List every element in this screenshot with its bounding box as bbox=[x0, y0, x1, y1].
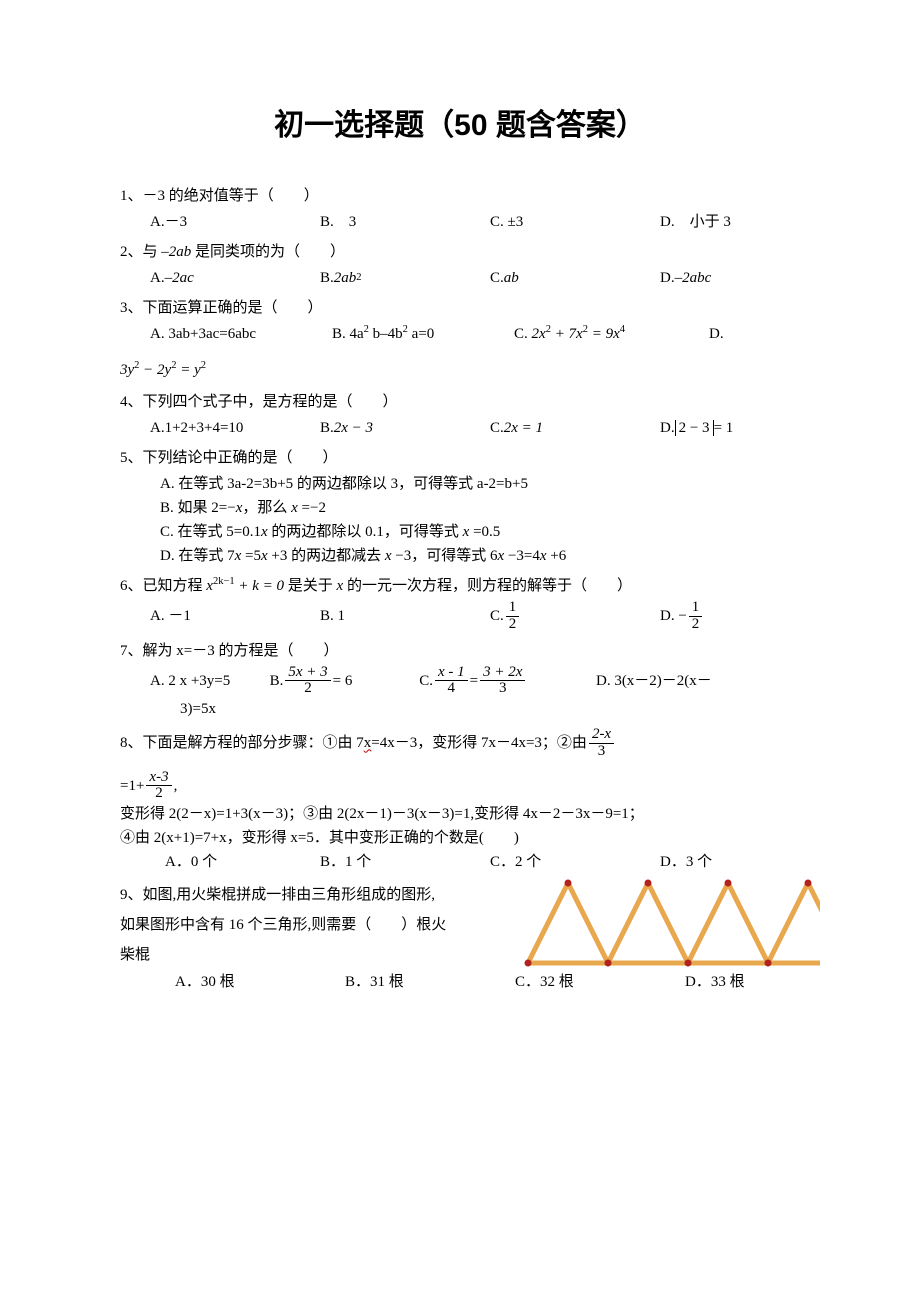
q8-line3: 变形得 2(2－x)=1+3(x－3)；③由 2(2x－1)－3(x－3)=1,… bbox=[120, 802, 800, 826]
q9-line1: 9、如图,用火柴棍拼成一排由三角形组成的图形, bbox=[120, 880, 494, 910]
q2-stem-c: ） bbox=[330, 244, 345, 260]
q7-stem: 7、解为 x=－3 的方程是（ ） bbox=[120, 639, 800, 663]
question-5: 5、下列结论中正确的是（ ） A. 在等式 3a-2=3b+5 的两边都除以 3… bbox=[120, 446, 800, 568]
q8-opt-a: A．0 个 bbox=[120, 850, 290, 874]
q4-opt-b: B. 2x − 3 bbox=[290, 416, 460, 440]
q4-opt-c: C. 2x = 1 bbox=[460, 416, 630, 440]
q3-opt-d: D. bbox=[709, 322, 800, 346]
q6-stem-a: 6、已知方程 bbox=[120, 578, 206, 594]
page-title: 初一选择题（50 题含答案） bbox=[120, 100, 800, 144]
question-1: 1、－3 的绝对值等于（ ） A.－3 B. 3 C. ±3 D. 小于 3 bbox=[120, 184, 800, 234]
q4-opt-d: D. 2 − 3 = 1 bbox=[630, 416, 800, 440]
q4-stem: 4、下列四个式子中，是方程的是（ ） bbox=[120, 390, 800, 414]
q2-opt-c: C. ab bbox=[460, 266, 630, 290]
q5-opt-a: A. 在等式 3a-2=3b+5 的两边都除以 3，可得等式 a-2=b+5 bbox=[120, 472, 800, 496]
q8-opt-b: B．1 个 bbox=[290, 850, 460, 874]
q9-line3: 柴棍 bbox=[120, 940, 494, 970]
q8-wavy: x bbox=[364, 731, 372, 755]
question-9: 9、如图,用火柴棍拼成一排由三角形组成的图形, 如果图形中含有 16 个三角形,… bbox=[120, 880, 800, 991]
q3-stem: 3、下面运算正确的是（ ） bbox=[120, 296, 800, 320]
q8-stem-b: =4x－3，变形得 7x－4x=3；②由 bbox=[371, 731, 587, 755]
q6-opt-d: D. − 12 bbox=[630, 600, 800, 633]
q7-opt-d-line2: 3)=5x bbox=[120, 697, 800, 721]
q2-opt-b: B. 2ab2 bbox=[290, 266, 460, 290]
q1-opt-a: A.－3 bbox=[120, 210, 290, 234]
q8-line4: ④由 2(x+1)=7+x，变形得 x=5．其中变形正确的个数是( ) bbox=[120, 826, 800, 850]
q9-opt-a: A．30 根 bbox=[120, 970, 290, 991]
q3-line2: 3y2 − 2y2 = y2 bbox=[120, 358, 800, 382]
question-2: 2、与 –2ab 是同类项的为（ ） A. –2ac B. 2ab2 C. ab… bbox=[120, 240, 800, 290]
q2-opt-a: A. –2ac bbox=[120, 266, 290, 290]
q2-stem-a: 2、与 bbox=[120, 244, 161, 260]
q6-opt-c: C. 12 bbox=[460, 600, 630, 633]
question-3: 3、下面运算正确的是（ ） A. 3ab+3ac=6abc B. 4a2 b–4… bbox=[120, 296, 800, 382]
q8-stem-a: 8、下面是解方程的部分步骤：①由 7 bbox=[120, 731, 364, 755]
q7-opt-c: C. x - 14 = 3 + 2x3 bbox=[419, 665, 596, 698]
q4-opt-a: A.1+2+3+4=10 bbox=[120, 416, 290, 440]
q6-opt-a: A. －1 bbox=[120, 604, 290, 628]
q6-opt-b: B. 1 bbox=[290, 604, 460, 628]
q5-opt-b: B. 如果 2=−x，那么 x =−2 bbox=[120, 496, 800, 520]
q1-opt-c: C. ±3 bbox=[460, 210, 630, 234]
question-7: 7、解为 x=－3 的方程是（ ） A. 2 x +3y=5 B. 5x + 3… bbox=[120, 639, 800, 722]
q8-opt-d: D．3 个 bbox=[630, 850, 800, 874]
q3-opt-a: A. 3ab+3ac=6abc bbox=[120, 322, 332, 346]
q5-opt-c: C. 在等式 5=0.1x 的两边都除以 0.1，可得等式 x =0.5 bbox=[120, 520, 800, 544]
q7-opt-a: A. 2 x +3y=5 bbox=[120, 669, 270, 693]
q8-opt-c: C．2 个 bbox=[460, 850, 630, 874]
question-6: 6、已知方程 x2k−1 + k = 0 是关于 x 的一元一次方程，则方程的解… bbox=[120, 574, 800, 633]
q7-opt-d: D. 3(x－2)－2(x－ bbox=[596, 669, 800, 693]
q1-opt-b: B. 3 bbox=[290, 210, 460, 234]
q3-opt-c: C. 2x2 + 7x2 = 9x4 bbox=[514, 322, 709, 346]
q9-opt-b: B．31 根 bbox=[290, 970, 460, 991]
q7-opt-b: B. 5x + 32 = 6 bbox=[270, 665, 420, 698]
q2-term: –2ab bbox=[161, 244, 191, 260]
q9-line2: 如果图形中含有 16 个三角形,则需要（ ）根火 bbox=[120, 910, 494, 940]
q8-line2: =1+ x-32 , bbox=[120, 770, 800, 803]
q2-stem-b: 是同类项的为（ bbox=[191, 244, 300, 260]
q1-stem-b: ） bbox=[304, 188, 319, 204]
q5-stem: 5、下列结论中正确的是（ ） bbox=[120, 446, 800, 470]
q9-opt-d: D．33 根 bbox=[630, 970, 800, 991]
q1-opt-d: D. 小于 3 bbox=[630, 210, 800, 234]
matchstick-figure bbox=[520, 875, 820, 970]
question-4: 4、下列四个式子中，是方程的是（ ） A.1+2+3+4=10 B. 2x − … bbox=[120, 390, 800, 440]
q2-opt-d: D. –2abc bbox=[630, 266, 800, 290]
q3-opt-b: B. 4a2 b–4b2 a=0 bbox=[332, 322, 514, 346]
q1-stem-a: 1、－3 的绝对值等于（ bbox=[120, 188, 274, 204]
question-8: 8、下面是解方程的部分步骤：①由 7x=4x－3，变形得 7x－4x=3；②由 … bbox=[120, 727, 800, 874]
q9-opt-c: C．32 根 bbox=[460, 970, 630, 991]
q5-opt-d: D. 在等式 7x =5x +3 的两边都减去 x −3，可得等式 6x −3=… bbox=[120, 544, 800, 568]
